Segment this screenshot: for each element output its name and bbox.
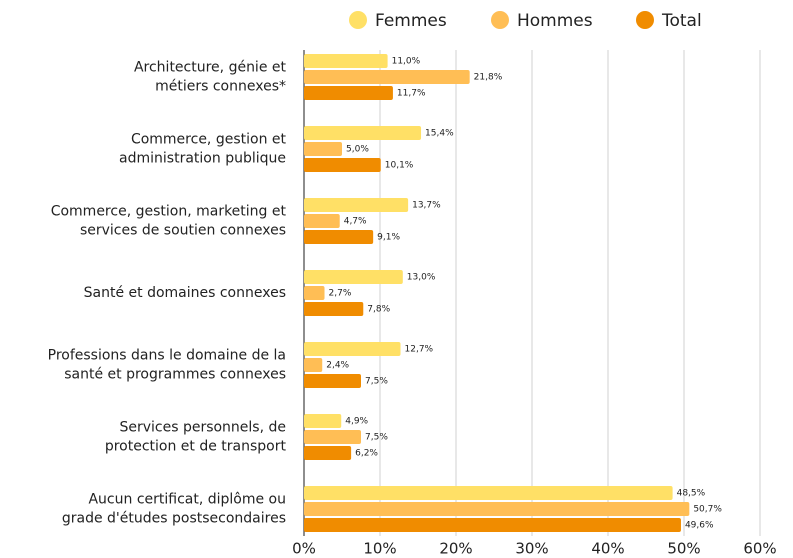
bar <box>304 286 325 300</box>
category-label: Santé et domaines connexes <box>84 285 286 301</box>
value-label: 7,8% <box>367 305 390 315</box>
bar <box>304 358 323 372</box>
value-label: 4,9% <box>345 417 368 427</box>
bar <box>304 54 388 68</box>
value-label: 5,0% <box>346 145 369 155</box>
value-label: 12,7% <box>405 345 434 355</box>
legend-swatch <box>349 11 367 29</box>
bar <box>304 430 361 444</box>
x-tick-label: 40% <box>591 540 624 558</box>
bar <box>304 270 403 284</box>
bar <box>304 342 401 356</box>
bar <box>304 414 342 428</box>
value-label: 13,0% <box>407 273 436 283</box>
legend-label: Total <box>661 11 702 31</box>
value-label: 10,1% <box>385 161 414 171</box>
category-label: Architecture, génie et <box>134 60 287 76</box>
category-label: services de soutien connexes <box>80 223 286 239</box>
value-label: 4,7% <box>344 217 367 227</box>
category-label: métiers connexes* <box>155 79 286 95</box>
value-label: 11,7% <box>397 89 426 99</box>
value-label: 6,2% <box>355 449 378 459</box>
legend-label: Femmes <box>375 11 447 31</box>
value-label: 11,0% <box>392 57 421 67</box>
value-label: 21,8% <box>474 73 503 83</box>
category-label: administration publique <box>119 151 286 167</box>
bar <box>304 230 374 244</box>
bar <box>304 214 340 228</box>
legend-swatch <box>491 11 509 29</box>
x-tick-label: 0% <box>292 540 316 558</box>
bar <box>304 142 342 156</box>
bar <box>304 374 361 388</box>
x-tick-label: 20% <box>439 540 472 558</box>
x-tick-label: 30% <box>515 540 548 558</box>
bar <box>304 70 470 84</box>
value-label: 49,6% <box>685 521 714 531</box>
x-tick-label: 50% <box>667 540 700 558</box>
x-tick-label: 10% <box>363 540 396 558</box>
value-label: 50,7% <box>693 505 722 515</box>
value-label: 15,4% <box>425 129 454 139</box>
category-label: Professions dans le domaine de la <box>48 348 286 364</box>
category-label: Commerce, gestion, marketing et <box>51 204 287 220</box>
legend-label: Hommes <box>517 11 593 31</box>
value-label: 2,4% <box>326 361 349 371</box>
value-label: 7,5% <box>365 377 388 387</box>
value-label: 9,1% <box>377 233 400 243</box>
value-label: 7,5% <box>365 433 388 443</box>
category-label: santé et programmes connexes <box>64 367 286 383</box>
bar <box>304 86 393 100</box>
legend-swatch <box>636 11 654 29</box>
value-label: 48,5% <box>677 489 706 499</box>
bar <box>304 446 352 460</box>
bar <box>304 502 690 516</box>
category-label: protection et de transport <box>105 439 287 455</box>
x-tick-label: 60% <box>743 540 776 558</box>
category-label: Services personnels, de <box>119 420 286 436</box>
category-label: Commerce, gestion et <box>131 132 287 148</box>
bar <box>304 158 381 172</box>
category-label: Aucun certificat, diplôme ou <box>88 492 286 508</box>
category-label: grade d'études postsecondaires <box>62 511 286 527</box>
bar <box>304 126 422 140</box>
bar <box>304 198 409 212</box>
bar <box>304 302 364 316</box>
value-label: 2,7% <box>329 289 352 299</box>
value-label: 13,7% <box>412 201 441 211</box>
bar <box>304 486 673 500</box>
bar <box>304 518 681 532</box>
